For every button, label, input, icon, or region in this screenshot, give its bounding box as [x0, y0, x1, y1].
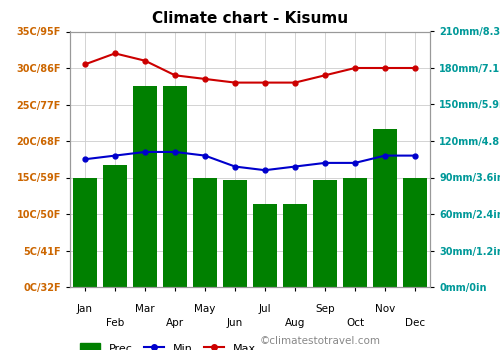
- Text: ©climatestotravel.com: ©climatestotravel.com: [260, 336, 381, 346]
- Bar: [193, 177, 217, 287]
- Bar: [253, 204, 277, 287]
- Title: Climate chart - Kisumu: Climate chart - Kisumu: [152, 11, 348, 26]
- Bar: [373, 129, 397, 287]
- Text: Apr: Apr: [166, 317, 184, 328]
- Bar: [283, 204, 307, 287]
- Bar: [103, 165, 127, 287]
- Bar: [73, 177, 97, 287]
- Legend: Prec, Min, Max: Prec, Min, Max: [76, 338, 260, 350]
- Bar: [403, 177, 427, 287]
- Bar: [163, 86, 187, 287]
- Text: May: May: [194, 304, 216, 314]
- Text: Sep: Sep: [315, 304, 335, 314]
- Text: Feb: Feb: [106, 317, 124, 328]
- Text: Jul: Jul: [258, 304, 272, 314]
- Bar: [133, 86, 157, 287]
- Text: Jun: Jun: [227, 317, 243, 328]
- Text: Nov: Nov: [375, 304, 395, 314]
- Bar: [343, 177, 367, 287]
- Text: Aug: Aug: [285, 317, 305, 328]
- Text: Oct: Oct: [346, 317, 364, 328]
- Text: Jan: Jan: [77, 304, 93, 314]
- Bar: [223, 180, 247, 287]
- Text: Dec: Dec: [405, 317, 425, 328]
- Text: Mar: Mar: [135, 304, 155, 314]
- Bar: [313, 180, 337, 287]
